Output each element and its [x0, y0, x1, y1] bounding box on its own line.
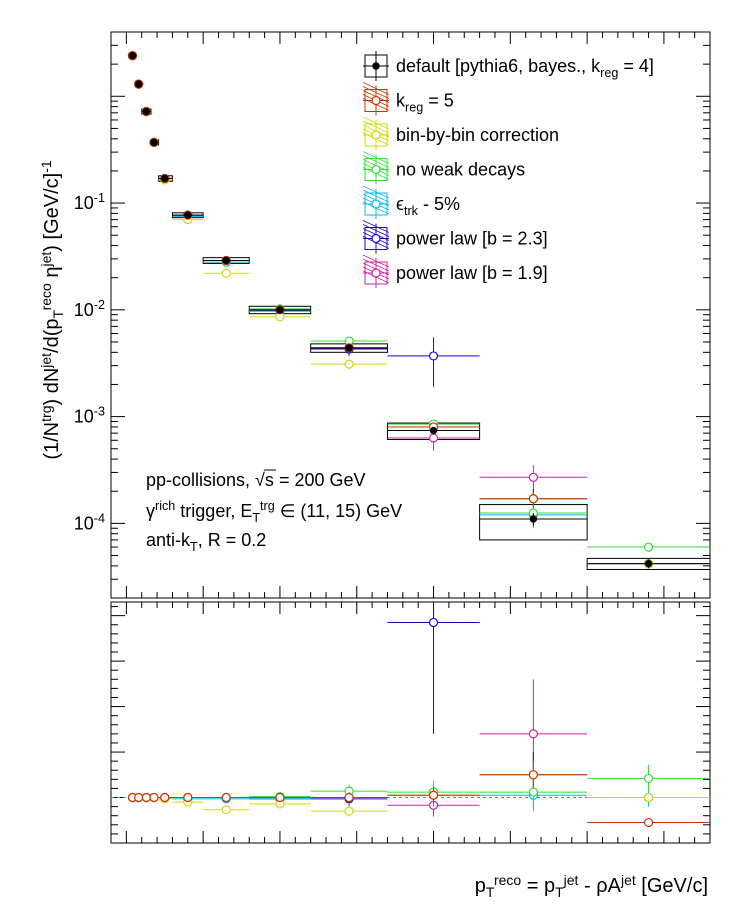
legend-hatch	[362, 185, 390, 199]
marker-default	[222, 256, 230, 265]
legend-label: no weak decays	[396, 160, 525, 180]
marker	[183, 792, 193, 803]
marker-default	[161, 174, 169, 183]
series-bottom-0	[127, 761, 710, 828]
marker	[428, 351, 439, 361]
marker-default	[184, 211, 192, 219]
marker	[371, 95, 381, 106]
legend-entry-weak	[362, 151, 390, 185]
y-tick-label-log: 10-1	[74, 191, 105, 213]
series-bottom-4	[127, 602, 710, 808]
legend-entry-trk	[362, 185, 390, 219]
marker-default	[345, 344, 353, 352]
legend-label: power law [b = 1.9]	[396, 263, 548, 283]
legend-hatch	[362, 258, 390, 272]
annotation-algorithm: anti-kT, R = 0.2	[146, 530, 266, 554]
legend-label: kreg = 5	[396, 91, 454, 115]
marker	[528, 494, 538, 504]
marker	[643, 817, 654, 828]
series-bottom-1	[127, 761, 710, 817]
series-bottom-2	[127, 764, 710, 808]
legend-entry-bbb	[362, 116, 390, 150]
marker	[371, 268, 381, 278]
legend-hatch	[362, 116, 390, 130]
marker	[371, 199, 381, 209]
marker	[344, 792, 354, 803]
marker	[344, 359, 354, 369]
y-tick-label-log: 10-2	[74, 298, 105, 320]
marker-default	[276, 306, 284, 314]
marker	[275, 792, 285, 803]
marker	[221, 268, 231, 278]
legend-entry-pl23	[362, 220, 390, 254]
legend-hatch	[362, 254, 390, 268]
annotation-trigger: γrich trigger, ETtrg ∈ (11, 15) GeV	[146, 499, 402, 525]
legend-label: power law [b = 2.3]	[396, 229, 548, 249]
x-axis-title: pTreco = pTjet - ρAjet [GeV/c]	[475, 872, 708, 900]
bottom-plot-frame	[110, 601, 711, 844]
marker	[141, 792, 151, 803]
marker	[528, 472, 538, 482]
marker-default	[529, 515, 538, 523]
marker	[371, 130, 381, 140]
y-tick-label-log: 10-3	[74, 405, 105, 427]
marker-default	[644, 559, 653, 568]
marker	[221, 805, 231, 815]
legend-entry-kreg	[362, 82, 390, 116]
legend-hatch	[362, 220, 390, 233]
marker	[221, 792, 231, 803]
legend-label: ϵtrk - 5%	[396, 194, 460, 218]
marker	[371, 164, 381, 175]
marker	[528, 729, 538, 739]
legend-hatch	[362, 155, 390, 168]
legend-hatch	[362, 224, 390, 237]
marker	[643, 773, 654, 784]
marker	[643, 542, 654, 552]
marker-default	[429, 426, 438, 435]
marker-default	[128, 51, 137, 60]
legend-label: default [pythia6, bayes., kreg = 4]	[396, 56, 654, 80]
annotation-collisions: pp-collisions, √s = 200 GeV	[146, 470, 366, 490]
marker	[371, 233, 381, 244]
legend-entry-pl19	[362, 254, 390, 288]
marker	[428, 790, 439, 800]
legend-label: bin-by-bin correction	[396, 125, 559, 145]
marker	[160, 792, 170, 803]
marker	[643, 792, 654, 803]
marker-default	[150, 138, 158, 147]
legend-hatch	[362, 189, 390, 203]
marker	[528, 770, 538, 780]
marker-default	[134, 80, 143, 88]
series-bottom-5	[127, 679, 710, 817]
marker-default	[142, 107, 151, 116]
legend-hatch	[362, 82, 390, 95]
marker	[428, 617, 439, 628]
legend-hatch	[362, 120, 390, 134]
marker-default	[372, 62, 380, 70]
marker	[149, 792, 159, 803]
marker	[134, 792, 144, 803]
legend-hatch	[362, 151, 390, 164]
legend-hatch	[362, 86, 390, 99]
y-tick-label-log: 10-4	[74, 511, 105, 533]
series-top-0	[128, 51, 710, 569]
y-axis-title-top: (1/Ntrg) dNjet/d(pTreco ηjet) [GeV/c]-1	[38, 160, 66, 460]
marker	[528, 787, 538, 797]
marker	[428, 433, 439, 443]
legend-entry-def	[363, 51, 389, 81]
marker	[344, 806, 354, 816]
